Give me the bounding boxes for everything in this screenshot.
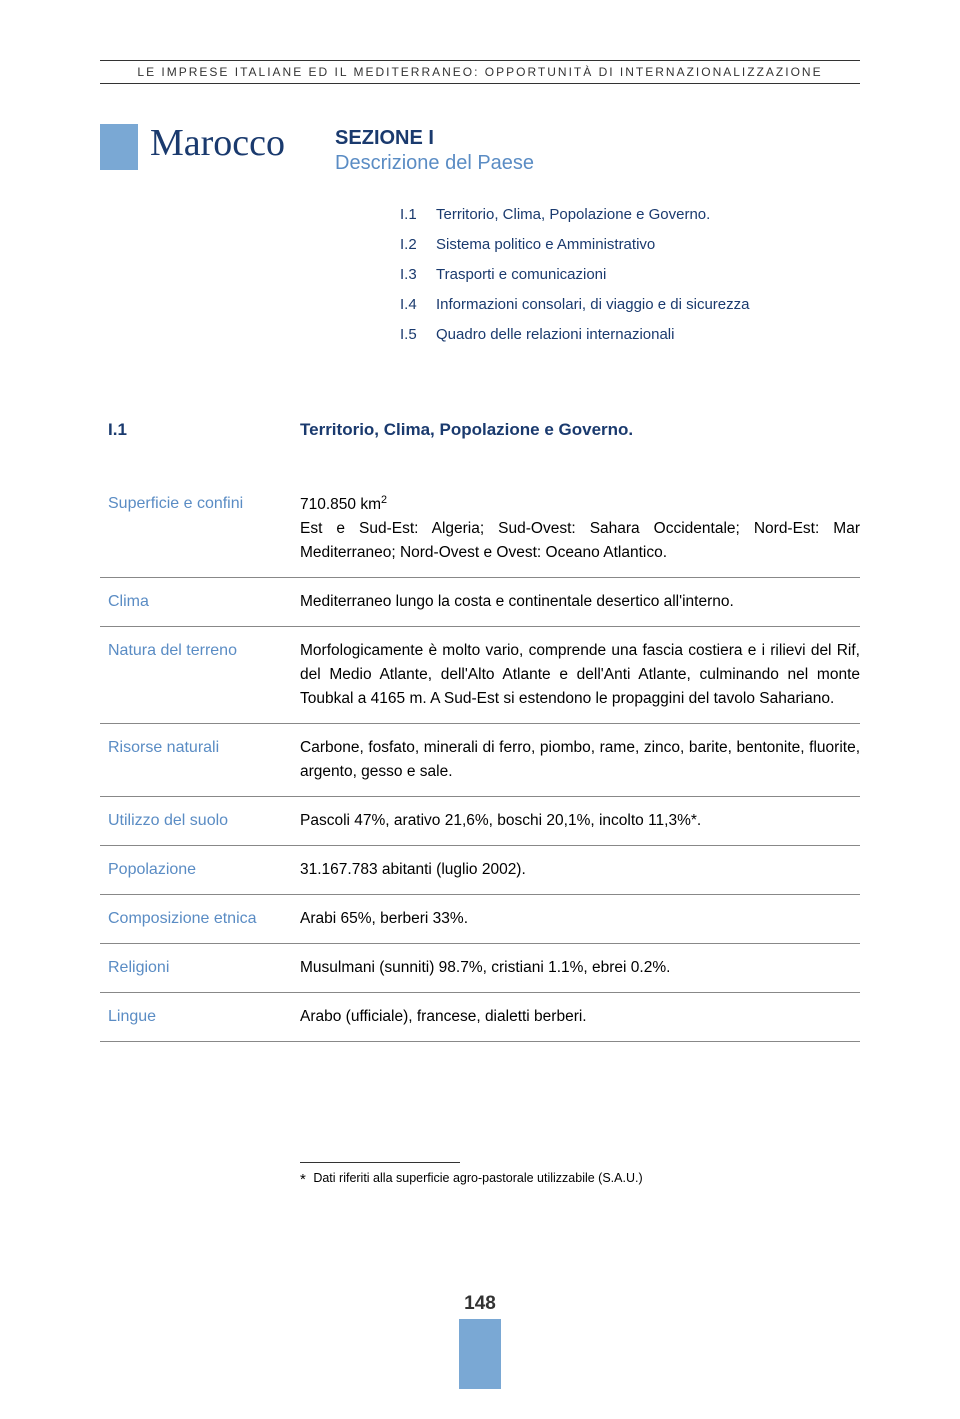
data-label: Religioni xyxy=(100,956,300,980)
data-label: Lingue xyxy=(100,1005,300,1029)
data-label: Risorse naturali xyxy=(100,736,300,784)
title-accent-bar xyxy=(100,124,138,170)
toc-label: Informazioni consolari, di viaggio e di … xyxy=(436,290,749,320)
data-row-religioni: Religioni Musulmani (sunniti) 98.7%, cri… xyxy=(100,944,860,993)
page-number-block: 148 xyxy=(459,1293,501,1389)
data-row-lingue: Lingue Arabo (ufficiale), francese, dial… xyxy=(100,993,860,1042)
country-name: Marocco xyxy=(150,124,285,162)
data-value: Pascoli 47%, arativo 21,6%, boschi 20,1%… xyxy=(300,809,860,833)
data-value: Musulmani (sunniti) 98.7%, cristiani 1.1… xyxy=(300,956,860,980)
toc-label: Sistema politico e Amministrativo xyxy=(436,230,655,260)
subsection-num: I.1 xyxy=(100,420,300,440)
data-row-superficie: Superficie e confini 710.850 km2Est e Su… xyxy=(100,480,860,578)
section-title: Descrizione del Paese xyxy=(335,152,534,175)
data-label: Clima xyxy=(100,590,300,614)
toc-item: I.1 Territorio, Clima, Popolazione e Gov… xyxy=(400,200,860,230)
data-value: Arabi 65%, berberi 33%. xyxy=(300,907,860,931)
section-code: SEZIONE I xyxy=(335,124,534,152)
toc-num: I.5 xyxy=(400,320,436,350)
data-label: Superficie e confini xyxy=(100,492,300,565)
data-row-clima: Clima Mediterraneo lungo la costa e cont… xyxy=(100,578,860,627)
data-row-suolo: Utilizzo del suolo Pascoli 47%, arativo … xyxy=(100,797,860,846)
toc-num: I.3 xyxy=(400,260,436,290)
toc-item: I.2 Sistema politico e Amministrativo xyxy=(400,230,860,260)
footnote-star: * xyxy=(300,1171,306,1188)
toc-label: Trasporti e comunicazioni xyxy=(436,260,606,290)
footnote-text: Dati riferiti alla superficie agro-pasto… xyxy=(313,1171,642,1185)
toc-num: I.4 xyxy=(400,290,436,320)
page-number: 148 xyxy=(459,1293,501,1315)
data-label: Popolazione xyxy=(100,858,300,882)
data-value: Morfologicamente è molto vario, comprend… xyxy=(300,639,860,711)
data-value: Mediterraneo lungo la costa e continenta… xyxy=(300,590,860,614)
toc-label: Territorio, Clima, Popolazione e Governo… xyxy=(436,200,710,230)
data-row-terreno: Natura del terreno Morfologicamente è mo… xyxy=(100,627,860,724)
document-header: LE IMPRESE ITALIANE ED IL MEDITERRANEO: … xyxy=(100,60,860,84)
toc-num: I.1 xyxy=(400,200,436,230)
toc-num: I.2 xyxy=(400,230,436,260)
subsection-title: Territorio, Clima, Popolazione e Governo… xyxy=(300,420,633,440)
data-label: Composizione etnica xyxy=(100,907,300,931)
footnote-rule xyxy=(300,1162,460,1163)
data-row-risorse: Risorse naturali Carbone, fosfato, miner… xyxy=(100,724,860,797)
data-value: Arabo (ufficiale), francese, dialetti be… xyxy=(300,1005,860,1029)
toc-item: I.5 Quadro delle relazioni internazional… xyxy=(400,320,860,350)
data-label: Utilizzo del suolo xyxy=(100,809,300,833)
data-row-popolazione: Popolazione 31.167.783 abitanti (luglio … xyxy=(100,846,860,895)
page-number-bar xyxy=(459,1319,501,1389)
toc-item: I.3 Trasporti e comunicazioni xyxy=(400,260,860,290)
toc-label: Quadro delle relazioni internazionali xyxy=(436,320,674,350)
data-value: 31.167.783 abitanti (luglio 2002). xyxy=(300,858,860,882)
table-of-contents: I.1 Territorio, Clima, Popolazione e Gov… xyxy=(400,200,860,350)
data-label: Natura del terreno xyxy=(100,639,300,711)
footnote: * Dati riferiti alla superficie agro-pas… xyxy=(300,1171,860,1188)
data-table: Superficie e confini 710.850 km2Est e Su… xyxy=(100,480,860,1042)
title-row: Marocco SEZIONE I Descrizione del Paese xyxy=(100,124,860,175)
subsection-heading: I.1 Territorio, Clima, Popolazione e Gov… xyxy=(100,420,860,440)
data-row-etnica: Composizione etnica Arabi 65%, berberi 3… xyxy=(100,895,860,944)
data-value: 710.850 km2Est e Sud-Est: Algeria; Sud-O… xyxy=(300,492,860,565)
data-value: Carbone, fosfato, minerali di ferro, pio… xyxy=(300,736,860,784)
toc-item: I.4 Informazioni consolari, di viaggio e… xyxy=(400,290,860,320)
section-heading-block: SEZIONE I Descrizione del Paese xyxy=(335,124,534,175)
